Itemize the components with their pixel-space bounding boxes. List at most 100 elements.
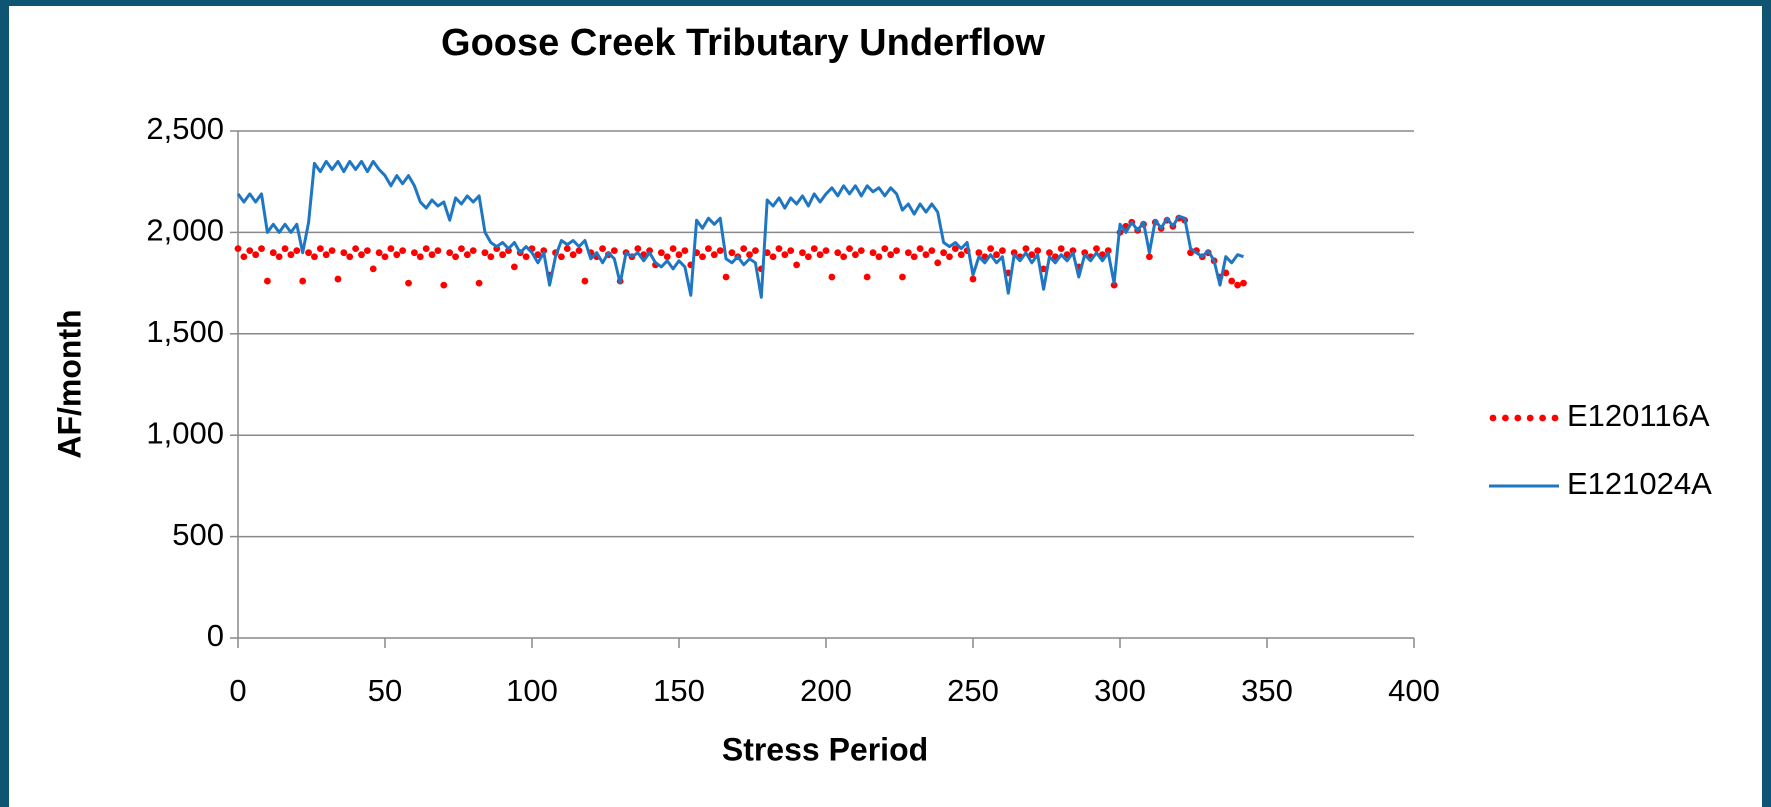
x-tick-label: 250 — [947, 673, 999, 708]
x-tick-label: 400 — [1388, 673, 1440, 708]
data-point — [669, 245, 677, 253]
y-tick-label: 2,000 — [146, 213, 224, 248]
data-point — [899, 273, 906, 281]
data-point — [346, 253, 354, 261]
data-point — [863, 273, 871, 281]
data-point — [1104, 247, 1112, 255]
data-point — [893, 247, 900, 255]
data-point — [928, 247, 936, 255]
data-point — [969, 275, 977, 283]
data-point — [269, 249, 277, 257]
data-point — [463, 251, 471, 259]
data-point — [910, 253, 918, 261]
y-tick-label: 1,500 — [146, 314, 224, 349]
legend-label: E121024A — [1567, 466, 1712, 501]
data-point — [922, 251, 930, 259]
data-point — [799, 249, 806, 257]
data-point — [563, 245, 571, 253]
data-point — [775, 245, 783, 253]
data-point — [999, 247, 1006, 255]
data-point — [428, 251, 436, 259]
data-point — [540, 247, 548, 255]
x-tick-label: 150 — [653, 673, 705, 708]
data-point — [234, 245, 242, 253]
x-axis-label: Stress Period — [722, 731, 928, 767]
data-point — [705, 245, 712, 253]
data-point — [869, 249, 877, 257]
data-point — [510, 263, 518, 271]
x-tick-label: 50 — [368, 673, 402, 708]
legend-swatch — [1489, 414, 1497, 422]
data-point — [581, 277, 589, 285]
data-point — [822, 247, 830, 255]
legend-swatch — [1551, 414, 1559, 422]
data-point — [499, 251, 506, 259]
data-point — [246, 247, 254, 255]
data-point — [781, 251, 789, 259]
data-point — [746, 251, 753, 259]
data-point — [881, 245, 889, 253]
data-point — [287, 251, 295, 259]
y-tick-label: 0 — [207, 618, 224, 653]
data-point — [534, 251, 542, 259]
y-tick-label: 2,500 — [146, 111, 224, 146]
data-point — [699, 253, 706, 261]
data-point — [993, 251, 1000, 259]
data-point — [710, 251, 718, 259]
data-point — [316, 245, 324, 253]
data-point — [951, 245, 959, 253]
data-point — [322, 251, 330, 259]
data-point — [1034, 247, 1042, 255]
data-point — [752, 247, 759, 255]
x-tick-label: 350 — [1241, 673, 1293, 708]
data-point — [1228, 277, 1236, 285]
data-point — [834, 249, 842, 257]
data-point — [446, 249, 454, 257]
data-line — [236, 159, 1244, 299]
data-point — [804, 253, 812, 261]
data-point — [569, 251, 577, 259]
data-point — [1046, 249, 1053, 257]
data-point — [375, 249, 383, 257]
legend-swatch — [1514, 414, 1522, 422]
data-point — [681, 247, 689, 255]
data-point — [334, 275, 342, 283]
data-point — [440, 281, 448, 289]
data-point — [793, 261, 800, 269]
data-point — [610, 247, 618, 255]
data-point — [934, 259, 942, 267]
data-point — [393, 251, 401, 259]
data-point — [940, 249, 947, 257]
data-point — [1028, 251, 1036, 259]
data-point — [887, 251, 895, 259]
data-point — [522, 253, 530, 261]
data-point — [716, 247, 724, 255]
data-point — [422, 245, 430, 253]
data-point — [728, 249, 736, 257]
data-point — [311, 253, 318, 261]
data-point — [481, 249, 489, 257]
data-point — [340, 249, 348, 257]
legend-swatch — [1526, 414, 1534, 422]
data-point — [387, 245, 395, 253]
data-point — [275, 253, 283, 261]
data-point — [1240, 279, 1247, 287]
panel — [9, 6, 1762, 807]
data-point — [957, 251, 965, 259]
data-point — [1234, 281, 1241, 289]
data-point — [363, 247, 371, 255]
data-point — [1110, 281, 1118, 289]
data-point — [646, 247, 653, 255]
data-point — [1022, 245, 1030, 253]
data-point — [816, 251, 824, 259]
data-point — [675, 251, 683, 259]
data-point — [240, 253, 248, 261]
data-point — [328, 247, 336, 255]
data-point — [416, 253, 424, 261]
y-axis-label: AF/month — [51, 309, 87, 458]
y-tick-label: 500 — [172, 517, 224, 552]
data-point — [452, 253, 459, 261]
data-point — [916, 245, 924, 253]
data-point — [875, 253, 883, 261]
